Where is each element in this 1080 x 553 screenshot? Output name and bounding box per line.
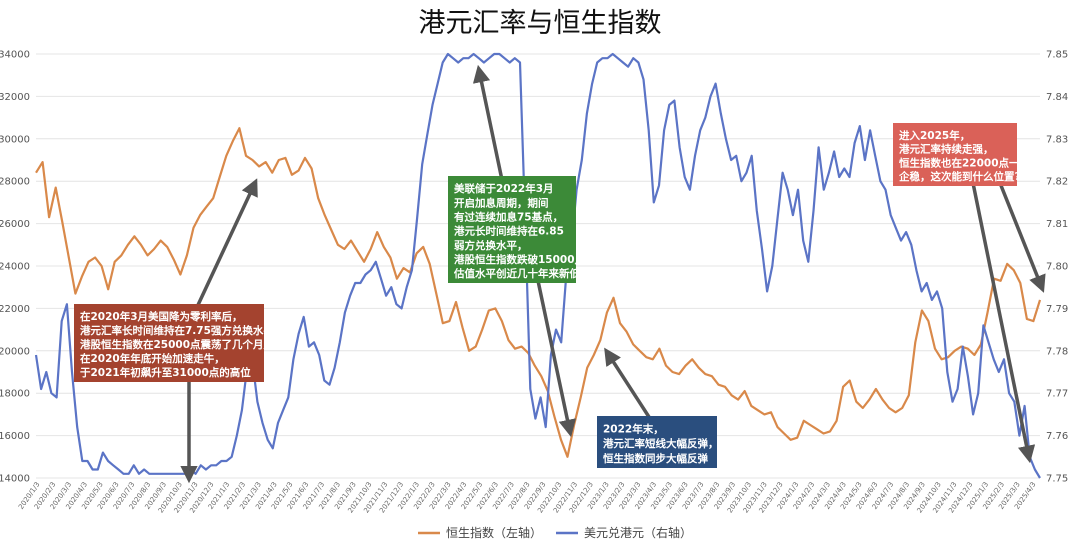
annotation-arrow — [472, 64, 504, 181]
right-tick-label: 7.77 — [1046, 389, 1068, 400]
annotation-line: 港股恒生指数在25000点震荡了几个月后， — [80, 338, 285, 351]
legend: 恒生指数（左轴） 美元兑港元（右轴） — [418, 525, 692, 540]
annotation-arrow — [998, 182, 1046, 293]
right-tick-label: 7.84 — [1046, 92, 1068, 103]
left-axis: 14000 16000 18000 20000 22000 24000 26000 28000… — [0, 50, 30, 485]
chart-title: 港元汇率与恒生指数 — [419, 8, 662, 39]
annotation-line: 港元汇率短线大幅反弹， — [603, 437, 719, 450]
annotation-box-2022-end: 2022年末，港元汇率短线大幅反弹， 恒生指数同步大幅反弹 — [597, 416, 719, 468]
annotation-arrows — [180, 64, 1046, 484]
right-tick-label: 7.83 — [1046, 134, 1068, 145]
annotation-arrow — [535, 275, 577, 438]
annotation-arrow — [196, 178, 258, 306]
left-tick-label: 14000 — [0, 474, 30, 485]
annotation-bg — [74, 304, 264, 382]
right-tick-label: 7.81 — [1046, 219, 1068, 230]
annotation-line: 有过连续加息75基点， — [454, 210, 563, 223]
annotations: 在2020年3月美国降为零利率后，港元汇率长时间维持在7.75强方兑换水平，港股… — [74, 123, 1031, 468]
annotation-arrow — [971, 182, 1036, 464]
right-tick-label: 7.79 — [1046, 304, 1068, 315]
annotation-line: 估值水平创近几十年来新低 — [453, 267, 580, 280]
left-tick-label: 34000 — [0, 50, 30, 61]
left-tick-label: 18000 — [0, 389, 30, 400]
annotation-line: 港元长时间维持在6.85 — [454, 225, 564, 238]
annotation-line: 于2021年初飙升至31000点的高位 — [80, 366, 251, 379]
annotation-line: 港元汇率长时间维持在7.75强方兑换水平， — [80, 324, 284, 337]
right-tick-label: 7.80 — [1046, 262, 1068, 273]
annotation-line: 港元汇率持续走强， — [899, 143, 994, 156]
annotation-line: 企稳，这次能到什么位置? — [898, 170, 1021, 183]
right-tick-label: 7.75 — [1046, 474, 1068, 485]
annotation-bg — [597, 416, 717, 468]
annotation-line: 进入2025年， — [899, 129, 970, 142]
left-tick-label: 20000 — [0, 346, 30, 357]
legend-label: 恒生指数（左轴） — [446, 525, 542, 540]
left-tick-label: 16000 — [0, 431, 30, 442]
annotation-line: 恒生指数也在22000点一线 — [899, 156, 1031, 169]
right-tick-label: 7.78 — [1046, 346, 1068, 357]
right-tick-label: 7.82 — [1046, 177, 1068, 188]
left-tick-label: 32000 — [0, 92, 30, 103]
left-tick-label: 28000 — [0, 177, 30, 188]
series-line-hsi — [35, 127, 1042, 458]
left-tick-label: 22000 — [0, 304, 30, 315]
right-axis: 7.75 7.76 7.77 7.78 7.79 7.80 7.81 7.82 7.83 7.84… — [1046, 50, 1068, 485]
left-tick-label: 24000 — [0, 262, 30, 273]
annotation-box-2025: 进入2025年，港元汇率持续走强，恒生指数也在22000点一线企稳，这次能到什么… — [893, 123, 1031, 186]
left-tick-label: 30000 — [0, 134, 30, 145]
annotation-bg — [893, 123, 1017, 186]
annotation-line: 在2020年3月美国降为零利率后， — [80, 310, 243, 323]
legend-label: 美元兑港元（右轴） — [584, 525, 692, 540]
annotation-line: 美联储于2022年3月 — [454, 182, 554, 195]
annotation-line: 在2020年年底开始加速走牛， — [80, 352, 225, 365]
right-tick-label: 7.85 — [1046, 50, 1068, 61]
left-tick-label: 26000 — [0, 219, 30, 230]
annotation-arrow — [604, 347, 651, 418]
annotation-line: 港股恒生指数跌破15000点 — [454, 253, 586, 266]
x-axis: 2020/1/32020/2/32020/3/32020/4/32020/5/3… — [17, 481, 1038, 515]
annotation-box-2020: 在2020年3月美国降为零利率后，港元汇率长时间维持在7.75强方兑换水平，港股… — [74, 304, 285, 382]
annotation-line: 恒生指数同步大幅反弹 — [603, 452, 708, 465]
annotation-line: 2022年末， — [603, 423, 664, 436]
annotation-line: 弱方兑换水平， — [454, 239, 528, 252]
right-tick-label: 7.76 — [1046, 431, 1068, 442]
series-lines — [34, 52, 1042, 479]
annotation-line: 开启加息周期，期间 — [454, 196, 549, 209]
annotation-bg — [448, 176, 576, 283]
series-line-usdhkd — [34, 52, 1041, 479]
